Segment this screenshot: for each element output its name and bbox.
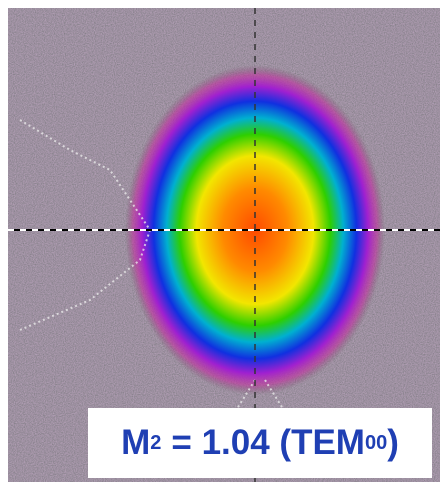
label-symbol: M (121, 423, 150, 463)
label-superscript: 2 (150, 432, 161, 455)
label-text: = 1.04 (TEM (171, 423, 365, 463)
label-subscript: 00 (365, 432, 387, 455)
label-close: ) (387, 423, 399, 463)
page: M2= 1.04 (TEM00) (() => { const data = J… (0, 0, 446, 491)
